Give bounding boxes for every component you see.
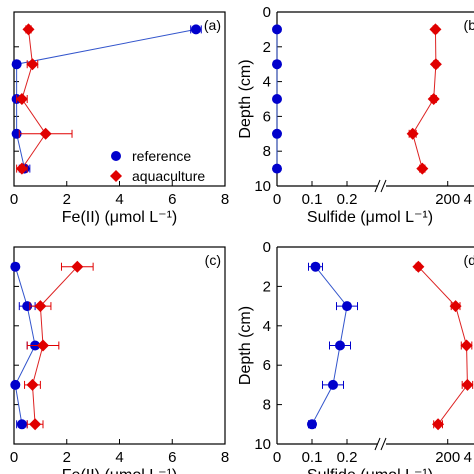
- y-tick-label: 4: [263, 74, 271, 91]
- x-tick-label: 0.1: [302, 449, 323, 466]
- data-point-reference: [342, 301, 352, 312]
- x-tick-label: 200: [435, 191, 460, 208]
- x-tick-label: 6: [168, 191, 176, 208]
- data-point-aquaculture: [22, 23, 35, 36]
- panel-label: (a): [204, 17, 221, 33]
- x-tick-label: 8: [221, 449, 229, 466]
- x-tick-label: 0: [273, 449, 281, 466]
- axis-break-mark: [380, 179, 387, 193]
- x-axis-label: Sulfide (μmol L⁻¹): [307, 467, 433, 474]
- y-tick-label: 8: [263, 143, 271, 160]
- x-axis-label: Fe(II) (μmol L⁻¹): [62, 209, 177, 226]
- legend-marker-reference: [111, 151, 121, 161]
- data-point-reference: [272, 59, 282, 70]
- axis-break-mark: [380, 437, 387, 451]
- x-tick-label: 6: [168, 449, 176, 466]
- x-tick-label: 4: [464, 191, 472, 208]
- data-point-reference: [10, 379, 21, 390]
- data-point-aquaculture: [26, 58, 39, 71]
- data-point-aquaculture: [461, 378, 474, 391]
- x-tick-label: 4: [115, 191, 123, 208]
- x-tick-label: 200: [435, 449, 460, 466]
- x-axis-label: Sulfide (μmol L⁻¹): [307, 209, 433, 226]
- y-tick-label: 2: [263, 39, 271, 56]
- data-point-reference: [272, 163, 282, 174]
- x-tick-label: 8: [221, 191, 229, 208]
- data-point-aquaculture: [406, 127, 419, 140]
- y-tick-label: 2: [263, 278, 271, 295]
- data-point-aquaculture: [26, 378, 39, 391]
- data-point-aquaculture: [449, 300, 462, 313]
- data-point-aquaculture: [15, 93, 28, 105]
- x-tick-label: 0.2: [337, 191, 358, 208]
- data-point-aquaculture: [412, 260, 425, 273]
- data-point-aquaculture: [37, 339, 50, 352]
- data-point-aquaculture: [416, 162, 429, 175]
- x-axis-label: Fe(II) (μmol L⁻¹): [62, 467, 177, 474]
- y-tick-label: 0: [263, 239, 271, 256]
- y-tick-label: 6: [263, 108, 271, 125]
- y-axis-label: Depth (cm): [237, 306, 254, 385]
- x-tick-label: 4: [115, 449, 123, 466]
- y-tick-label: 6: [263, 357, 271, 374]
- data-point-reference: [310, 261, 321, 272]
- series-line-aquaculture: [417, 266, 468, 425]
- panel-label: (b: [464, 17, 474, 33]
- x-tick-label: 2: [63, 191, 71, 208]
- data-point-aquaculture: [34, 300, 47, 313]
- x-tick-label: 4: [464, 449, 472, 466]
- data-point-aquaculture: [29, 418, 42, 431]
- data-point-aquaculture: [429, 23, 442, 36]
- panel-label: (c): [205, 252, 221, 268]
- plot-frame-a: [13, 11, 226, 187]
- data-point-reference: [16, 419, 27, 430]
- y-tick-label: 10: [254, 178, 271, 195]
- legend-label-reference: reference: [132, 148, 191, 164]
- data-point-reference: [307, 419, 317, 430]
- data-point-aquaculture: [71, 260, 84, 273]
- legend-label-aquaculture: aquaculture: [132, 168, 205, 184]
- data-point-aquaculture: [15, 162, 28, 175]
- x-tick-label: 0: [273, 191, 281, 208]
- y-tick-label: 4: [263, 318, 271, 335]
- x-tick-label: 0: [10, 449, 18, 466]
- x-tick-label: 0.2: [337, 449, 358, 466]
- x-tick-label: 2: [63, 449, 71, 466]
- data-point-reference: [272, 94, 282, 104]
- data-point-reference: [272, 128, 282, 139]
- data-point-reference: [328, 379, 338, 390]
- data-point-reference: [272, 24, 282, 35]
- legend-marker-aquaculture: [110, 170, 122, 182]
- data-point-reference: [335, 340, 345, 351]
- data-point-aquaculture: [427, 93, 440, 105]
- y-tick-label: 10: [254, 436, 271, 453]
- panel-label: (d: [464, 252, 474, 268]
- axis-break-mark: [374, 437, 381, 451]
- data-point-aquaculture: [429, 58, 442, 71]
- data-point-reference: [10, 261, 21, 272]
- y-tick-label: 0: [263, 4, 271, 21]
- data-point-aquaculture: [432, 418, 445, 431]
- data-point-reference: [11, 59, 22, 70]
- data-point-aquaculture: [39, 127, 52, 140]
- y-tick-label: 8: [263, 397, 271, 414]
- y-axis-label: Depth (cm): [237, 59, 254, 138]
- figure-content: 0 2 4 6 8 Fe(II) (μmol L⁻¹) (a) 0 2 4 6 8 10 Depth (c…: [10, 4, 474, 474]
- x-tick-label: 0: [10, 191, 18, 208]
- data-point-aquaculture: [460, 339, 473, 352]
- axis-break-mark: [374, 179, 381, 193]
- data-point-reference: [190, 24, 201, 35]
- x-tick-label: 0.1: [302, 191, 323, 208]
